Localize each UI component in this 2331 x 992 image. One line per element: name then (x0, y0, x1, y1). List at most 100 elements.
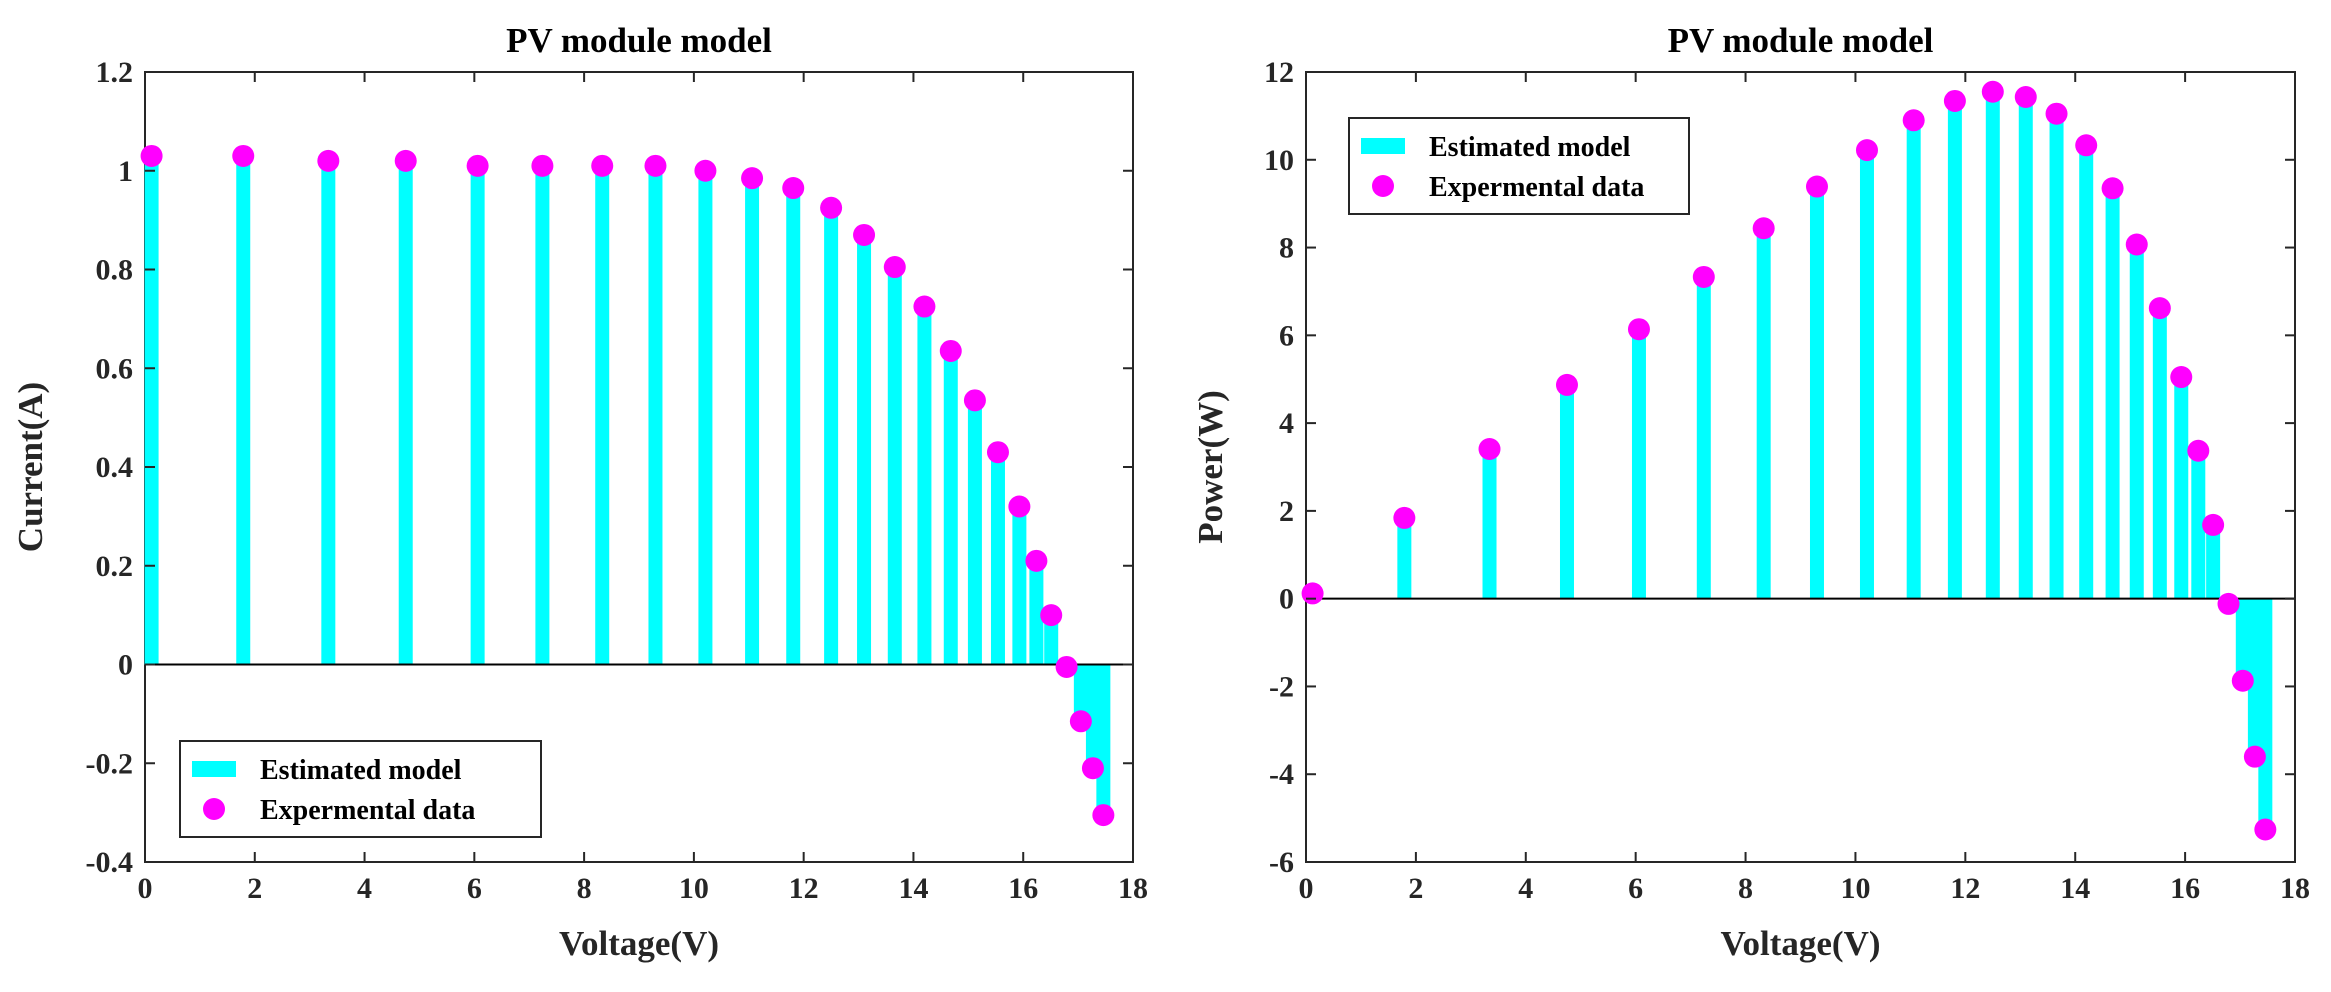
bar-estimated-14 (2049, 118, 2064, 599)
legend-swatch-bar (1361, 138, 1405, 154)
bar-estimated-11 (786, 190, 801, 665)
x-tick-label: 2 (247, 872, 262, 905)
bar-estimated-7 (595, 165, 610, 665)
bar-estimated-25 (2258, 598, 2273, 829)
bar-estimated-21 (2206, 526, 2221, 599)
x-tick-label: 18 (1118, 872, 1148, 905)
x-tick-label: 12 (1950, 872, 1980, 905)
bar-estimated-17 (2129, 247, 2144, 599)
marker-experimental-23 (2231, 669, 2254, 692)
x-tick-label: 4 (357, 872, 372, 905)
marker-experimental-4 (394, 149, 417, 172)
marker-experimental-7 (591, 154, 614, 177)
bar-estimated-16 (943, 353, 958, 665)
marker-experimental-9 (694, 159, 717, 182)
y-tick-label: 1.2 (96, 56, 134, 89)
y-tick-label: 6 (1279, 319, 1294, 352)
chart-title: PV module model (506, 21, 772, 60)
marker-experimental-17 (963, 389, 986, 412)
y-tick-label: -6 (1269, 846, 1294, 879)
marker-experimental-3 (1478, 438, 1501, 461)
marker-experimental-3 (317, 149, 340, 172)
x-tick-label: 4 (1518, 872, 1533, 905)
marker-experimental-8 (644, 154, 667, 177)
y-tick-label: -4 (1269, 758, 1294, 791)
y-tick-label: 1 (118, 155, 133, 188)
legend-swatch-marker (203, 798, 225, 820)
marker-experimental-12 (1981, 80, 2004, 103)
bar-estimated-2 (236, 155, 251, 665)
bar-estimated-19 (1012, 506, 1027, 665)
marker-experimental-25 (1092, 804, 1115, 827)
bar-estimated-12 (1985, 93, 2000, 599)
bar-estimated-17 (967, 402, 982, 665)
y-tick-label: 8 (1279, 232, 1294, 265)
bar-estimated-8 (648, 165, 663, 665)
y-tick-label: 0.2 (96, 550, 134, 583)
marker-experimental-13 (2014, 86, 2037, 109)
marker-experimental-17 (2125, 233, 2148, 256)
y-tick-label: 10 (1264, 144, 1294, 177)
bar-estimated-21 (1044, 615, 1059, 665)
marker-experimental-22 (1055, 655, 1078, 678)
marker-experimental-6 (531, 154, 554, 177)
x-tick-label: 8 (577, 872, 592, 905)
marker-experimental-1 (1301, 582, 1324, 605)
plot-area-frame (1305, 71, 2296, 863)
y-tick-label: 12 (1264, 56, 1294, 89)
legend: Estimated model Expermental data (1348, 117, 1690, 215)
legend-swatch-marker (1372, 175, 1394, 197)
x-tick-label: 10 (679, 872, 709, 905)
marker-experimental-23 (1069, 710, 1092, 733)
bar-estimated-1 (144, 155, 159, 665)
bar-estimated-6 (535, 165, 550, 665)
bar-estimated-4 (398, 160, 413, 665)
bar-estimated-23 (1073, 664, 1088, 724)
bar-estimated-13 (2018, 98, 2033, 599)
bar-estimated-15 (2079, 150, 2094, 599)
x-tick-label: 0 (1299, 872, 1314, 905)
x-tick-label: 14 (898, 872, 928, 905)
bar-estimated-10 (745, 180, 760, 665)
bar-estimated-2 (1397, 517, 1412, 599)
x-tick-label: 12 (789, 872, 819, 905)
bar-estimated-19 (2174, 374, 2189, 599)
marker-experimental-20 (2187, 439, 2210, 462)
legend-label-experimental: Expermental data (260, 795, 475, 826)
bar-estimated-23 (2235, 598, 2250, 689)
y-tick-label: -0.4 (86, 846, 134, 879)
x-tick-label: 18 (2280, 872, 2310, 905)
marker-experimental-22 (2217, 592, 2240, 615)
bar-estimated-14 (887, 269, 902, 665)
marker-experimental-11 (1943, 89, 1966, 112)
marker-experimental-21 (2202, 513, 2225, 536)
x-tick-label: 16 (2170, 872, 2200, 905)
marker-experimental-5 (466, 154, 489, 177)
bar-estimated-9 (698, 170, 713, 665)
y-tick-label: -0.2 (86, 747, 134, 780)
bar-estimated-8 (1809, 186, 1824, 599)
chart-title: PV module model (1668, 21, 1934, 60)
bar-estimated-20 (1029, 560, 1044, 665)
marker-experimental-4 (1555, 373, 1578, 396)
bar-estimated-25 (1096, 664, 1111, 813)
marker-experimental-21 (1040, 604, 1063, 627)
marker-experimental-5 (1627, 318, 1650, 341)
marker-experimental-15 (913, 295, 936, 318)
bar-estimated-7 (1756, 229, 1771, 599)
x-tick-label: 8 (1738, 872, 1753, 905)
marker-experimental-11 (782, 177, 805, 200)
legend: Estimated model Expermental data (179, 740, 542, 838)
x-axis-label: Voltage(V) (1720, 924, 1880, 963)
y-tick-label: 0.8 (96, 254, 134, 287)
bar-estimated-6 (1696, 277, 1711, 599)
marker-experimental-14 (2045, 102, 2068, 125)
bar-estimated-20 (2191, 449, 2206, 599)
bar-estimated-18 (2152, 305, 2167, 599)
bar-estimated-16 (2105, 192, 2120, 599)
bar-estimated-15 (917, 309, 932, 665)
marker-experimental-1 (140, 144, 163, 167)
y-tick-label: 0.4 (96, 451, 134, 484)
marker-experimental-18 (986, 441, 1009, 464)
y-axis-label: Current(A) (11, 382, 50, 552)
